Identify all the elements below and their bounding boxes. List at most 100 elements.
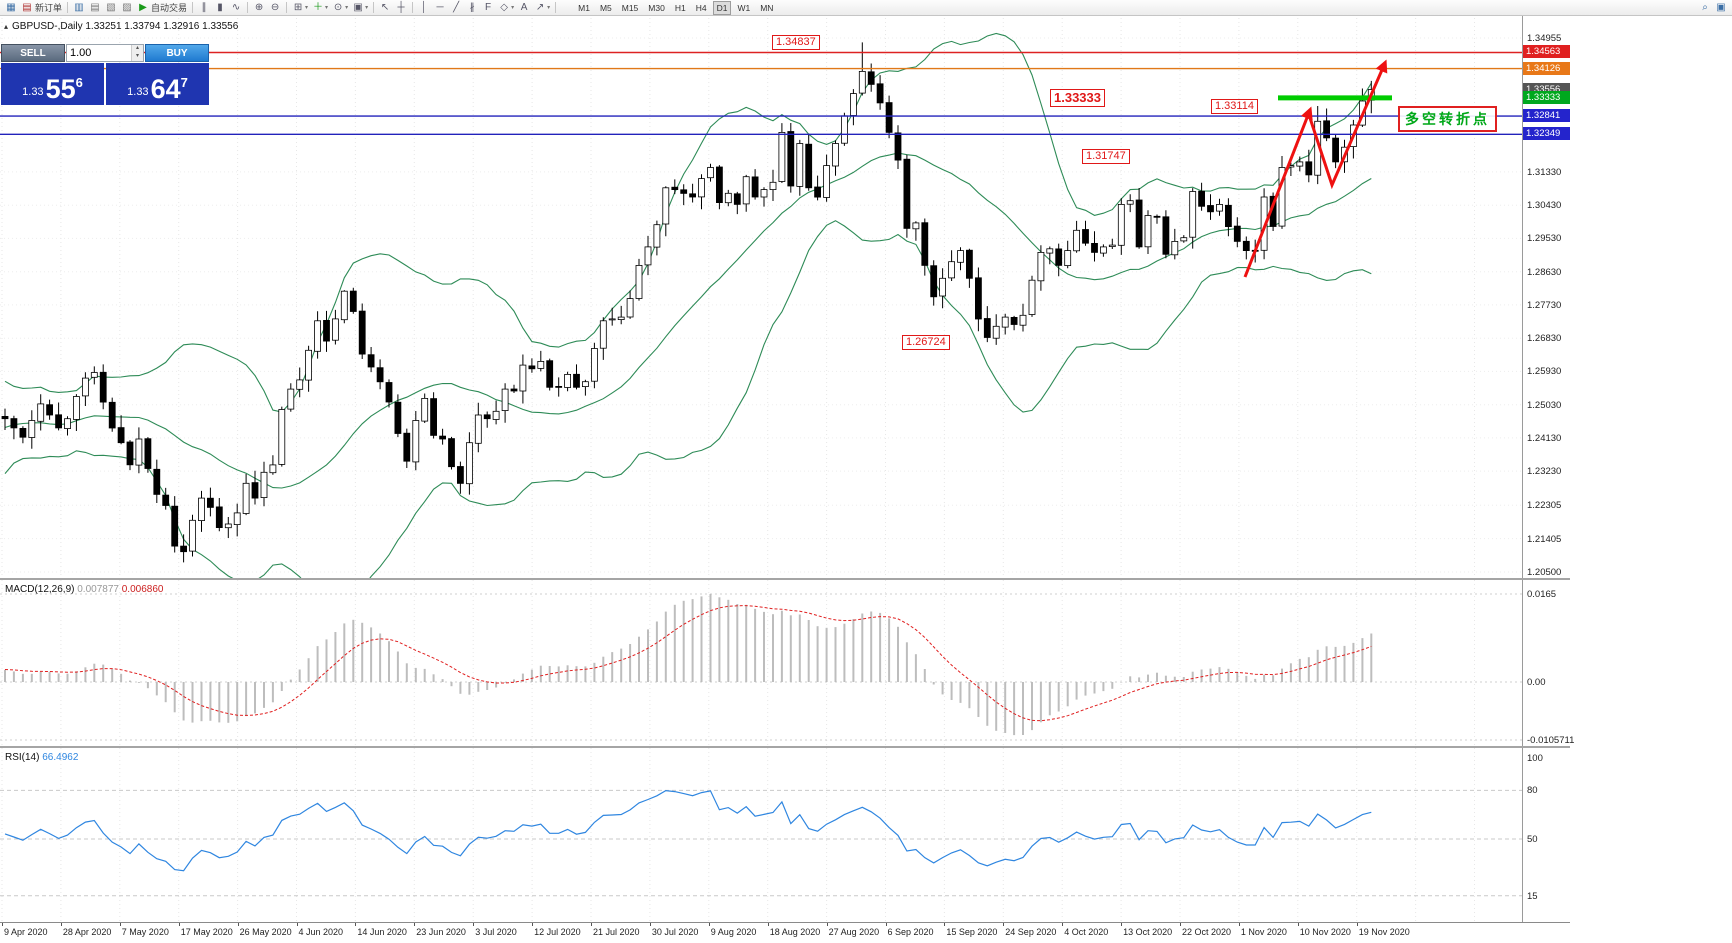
terminal-icon: ▨: [122, 2, 132, 13]
search-icon[interactable]: ⌕: [1697, 1, 1713, 14]
dropdown-arrow-icon[interactable]: ▾: [547, 5, 551, 11]
time-axis-tick: [1356, 923, 1358, 926]
timeframe-h4[interactable]: H4: [695, 2, 707, 13]
buy-price-pips: 64: [150, 74, 181, 104]
price-tag[interactable]: 1.33333: [1050, 89, 1105, 107]
new-order-button[interactable]: ▤ 新订单: [19, 1, 64, 14]
bars-chart-icon[interactable]: ∥: [196, 1, 212, 14]
timeframe-m15[interactable]: M15: [621, 2, 639, 13]
chart-window-icon[interactable]: ▦: [3, 1, 19, 14]
timeframe-h1[interactable]: H1: [674, 2, 686, 13]
data-window-icon: ▤: [90, 2, 100, 13]
data-window-icon[interactable]: ▤: [87, 1, 103, 14]
arrow-tool-icon[interactable]: ↗ ▾: [532, 1, 552, 14]
buy-price-big-figure: 1.33: [127, 86, 149, 98]
price-tag[interactable]: 1.26724: [902, 335, 950, 350]
auto-trading-button[interactable]: ▶ 自动交易: [135, 1, 189, 14]
shapes-icon[interactable]: ◇ ▾: [496, 1, 516, 14]
rsi-panel[interactable]: [0, 748, 1570, 922]
lot-size-field: ▴ ▾: [66, 44, 144, 62]
fibonacci-icon[interactable]: F: [480, 1, 496, 14]
time-axis-label: 17 May 2020: [180, 927, 233, 937]
toolbar-right-group: ⌕ ▣: [1697, 1, 1729, 14]
navigator-icon[interactable]: ▧: [103, 1, 119, 14]
time-axis-label: 7 May 2020: [121, 927, 169, 937]
time-axis[interactable]: 9 Apr 2020 28 Apr 2020 7 May 2020 17 May 20…: [0, 922, 1570, 943]
price-tag[interactable]: 1.34837: [772, 35, 820, 50]
sell-button[interactable]: SELL: [1, 44, 65, 62]
time-axis-tick: [1180, 923, 1181, 926]
zoom-out-icon[interactable]: ⊖: [267, 1, 283, 14]
dropdown-arrow-icon[interactable]: ▾: [305, 5, 309, 11]
trend-arrows[interactable]: [1243, 59, 1388, 278]
lot-increase-button[interactable]: ▴: [132, 45, 143, 53]
timeframe-d1[interactable]: D1: [712, 0, 732, 15]
time-axis-label: 14 Jun 2020: [357, 927, 407, 937]
trendline-icon[interactable]: ╱: [448, 1, 464, 14]
market-watch-icon[interactable]: ▥: [71, 1, 87, 14]
price-marker: 1.34126: [1523, 61, 1570, 75]
tile-windows-icon[interactable]: ⊞ ▾: [290, 1, 310, 14]
time-axis-label: 27 Aug 2020: [828, 927, 880, 937]
one-click-toggle[interactable]: ▴: [4, 22, 9, 31]
time-axis-label: 9 Apr 2020: [4, 927, 48, 937]
buy-price-display[interactable]: 1.33 64 7: [106, 63, 209, 105]
toolbar-separator: [67, 2, 69, 13]
crosshair-icon[interactable]: ┼: [393, 1, 409, 14]
timeframe-m1[interactable]: M1: [578, 2, 590, 13]
trendline-icon: ╱: [453, 2, 460, 13]
line-chart-icon[interactable]: ∿: [228, 1, 244, 14]
indicators-icon: ＋: [313, 2, 324, 13]
time-axis-tick: [708, 923, 710, 926]
crosshair-icon: ┼: [397, 2, 405, 13]
macd-panel[interactable]: [0, 580, 1570, 748]
zoom-out-icon: ⊖: [270, 2, 280, 13]
price-marker: 1.33333: [1523, 90, 1570, 104]
indicators-icon[interactable]: ＋ ▾: [310, 1, 330, 14]
time-axis-label: 23 Jun 2020: [416, 927, 466, 937]
sell-price-display[interactable]: 1.33 55 6: [1, 63, 104, 105]
symbol-title: GBPUSD-,Daily 1.33251 1.33794 1.32916 1.…: [12, 21, 239, 32]
time-axis-tick: [473, 923, 475, 926]
zoom-in-icon[interactable]: ⊕: [251, 1, 267, 14]
cursor-icon[interactable]: ↖: [377, 1, 393, 14]
dropdown-arrow-icon[interactable]: ▾: [511, 5, 515, 11]
time-axis-tick: [237, 923, 239, 926]
fullscreen-icon[interactable]: ▣: [1713, 1, 1729, 14]
time-axis-tick: [826, 923, 828, 926]
timeframe-mn[interactable]: MN: [760, 2, 774, 13]
time-axis-label: 28 Apr 2020: [62, 927, 112, 937]
new-order-button-label: 新订单: [35, 3, 63, 13]
horizontal-level-lines[interactable]: [0, 51, 1522, 136]
horizontal-line-icon[interactable]: ─: [432, 1, 448, 14]
text-icon[interactable]: A: [516, 1, 532, 14]
time-axis-tick: [296, 923, 298, 926]
panel-splitter[interactable]: [0, 578, 1570, 580]
time-axis-label: 3 Jul 2020: [475, 927, 517, 937]
channel-icon: ∦: [469, 2, 475, 13]
dropdown-arrow-icon[interactable]: ▾: [345, 5, 349, 11]
arrow-tool-icon: ↗: [535, 2, 545, 13]
panel-splitter[interactable]: [0, 746, 1570, 748]
price-axis-label: 1.30430: [1527, 200, 1562, 212]
candlestick-chart-icon[interactable]: ▮: [212, 1, 228, 14]
price-axis-label: 1.20500: [1527, 566, 1562, 578]
buy-button[interactable]: BUY: [145, 44, 209, 62]
timeframe-m30[interactable]: M30: [648, 2, 665, 13]
channel-icon[interactable]: ∦: [464, 1, 480, 14]
periods-icon[interactable]: ⊙ ▾: [330, 1, 350, 14]
turning-point-note[interactable]: 多空转折点: [1398, 106, 1497, 132]
time-axis-tick: [1297, 923, 1299, 926]
templates-icon[interactable]: ▣ ▾: [350, 1, 370, 14]
lot-decrease-button[interactable]: ▾: [132, 53, 143, 61]
terminal-icon[interactable]: ▨: [119, 1, 135, 14]
vertical-line-icon[interactable]: │: [416, 1, 432, 14]
main-chart[interactable]: [0, 14, 1570, 580]
timeframe-w1[interactable]: W1: [737, 2, 751, 13]
price-tag[interactable]: 1.33114: [1211, 99, 1258, 114]
lot-size-input[interactable]: [67, 45, 131, 61]
timeframe-m5[interactable]: M5: [599, 2, 612, 13]
dropdown-arrow-icon[interactable]: ▾: [325, 5, 329, 11]
price-tag[interactable]: 1.31747: [1082, 149, 1130, 164]
dropdown-arrow-icon[interactable]: ▾: [365, 5, 369, 11]
